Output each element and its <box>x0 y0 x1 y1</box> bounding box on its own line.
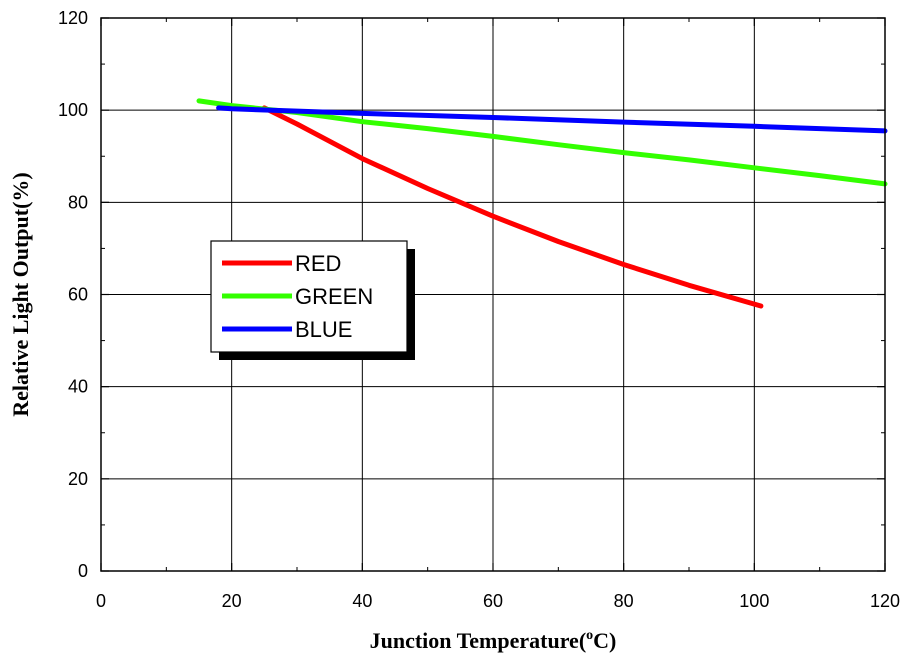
legend-label-red: RED <box>295 251 341 276</box>
y-tick-label: 0 <box>78 561 88 581</box>
y-tick-label: 100 <box>58 100 88 120</box>
x-tick-label: 60 <box>483 591 503 611</box>
legend: RED GREEN BLUE <box>210 240 415 360</box>
x-tick-label: 100 <box>739 591 769 611</box>
legend-label-green: GREEN <box>295 284 373 309</box>
x-tick-label: 80 <box>614 591 634 611</box>
grid <box>101 18 885 571</box>
x-tick-label: 20 <box>222 591 242 611</box>
legend-label-blue: BLUE <box>295 317 352 342</box>
tick-labels: 0 20 40 60 80 100 120 0 20 40 60 80 100 120 <box>58 8 900 611</box>
x-tick-label: 120 <box>870 591 900 611</box>
y-tick-label: 60 <box>68 285 88 305</box>
series-line-blue <box>216 105 888 134</box>
y-axis-title: Relative Light Output(%) <box>8 172 33 416</box>
x-tick-label: 0 <box>96 591 106 611</box>
x-axis-title: Junction Temperature(oC) <box>370 628 617 653</box>
y-tick-label: 120 <box>58 8 88 28</box>
y-tick-label: 80 <box>68 192 88 212</box>
y-tick-label: 20 <box>68 469 88 489</box>
axis-ticks <box>100 17 886 572</box>
y-tick-label: 40 <box>68 377 88 397</box>
x-tick-label: 40 <box>352 591 372 611</box>
series-lines <box>196 98 888 309</box>
series-line-red <box>261 105 764 309</box>
